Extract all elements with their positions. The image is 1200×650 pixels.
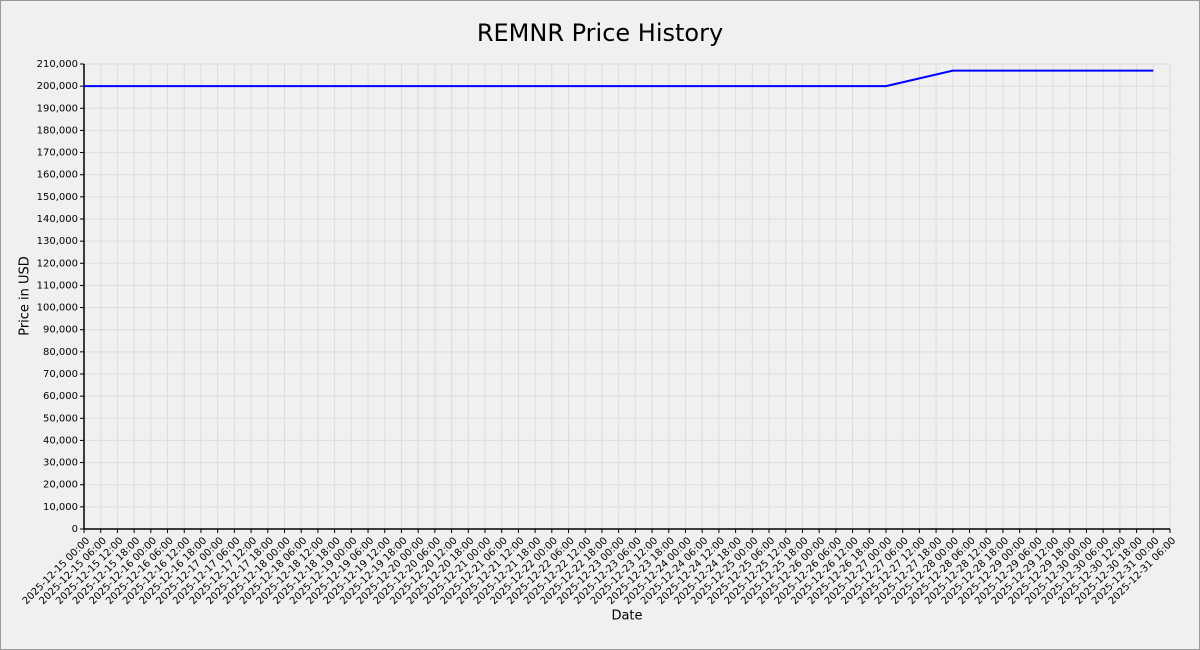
y-tick-label: 50,000 [43, 413, 78, 424]
y-tick-label: 40,000 [43, 435, 78, 446]
y-tick-label: 150,000 [37, 192, 78, 203]
y-tick-label: 30,000 [43, 458, 78, 469]
x-axis-label: Date [611, 609, 642, 624]
y-tick-label: 110,000 [37, 280, 78, 291]
chart-title: REMNR Price History [477, 19, 723, 47]
y-tick-label: 10,000 [43, 502, 78, 513]
y-tick-label: 200,000 [37, 81, 78, 92]
y-tick-label: 130,000 [37, 236, 78, 247]
y-tick-label: 190,000 [37, 103, 78, 114]
y-axis-label: Price in USD [18, 256, 33, 336]
price-line [84, 69, 1154, 88]
y-tick-label: 60,000 [43, 391, 78, 402]
y-tick-label: 170,000 [37, 148, 78, 159]
y-tick-label: 20,000 [43, 480, 78, 491]
y-tick-label: 90,000 [43, 325, 78, 336]
y-tick-label: 70,000 [43, 369, 78, 380]
y-tick-label: 160,000 [37, 170, 78, 181]
y-tick-label: 80,000 [43, 347, 78, 358]
y-tick-label: 180,000 [37, 125, 78, 136]
y-tick-label: 120,000 [37, 258, 78, 269]
y-tick-label: 0 [72, 524, 78, 535]
y-tick-label: 100,000 [37, 303, 78, 314]
y-tick-label: 140,000 [37, 214, 78, 225]
y-tick-label: 210,000 [37, 59, 78, 70]
